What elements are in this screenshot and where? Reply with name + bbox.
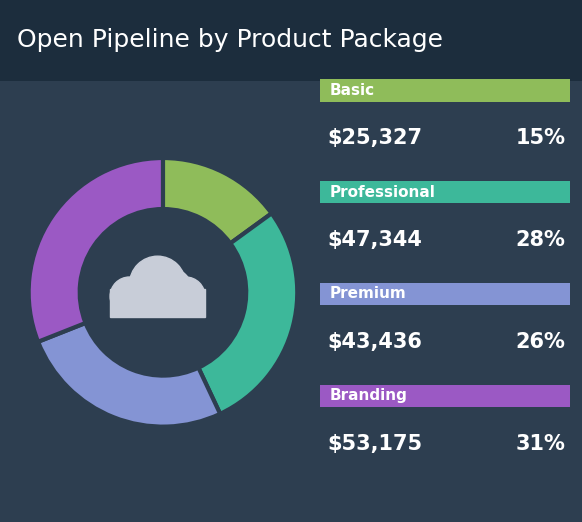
Text: 26%: 26%	[515, 332, 565, 352]
Wedge shape	[163, 158, 272, 243]
Circle shape	[80, 209, 246, 376]
Wedge shape	[38, 323, 220, 426]
Text: $47,344: $47,344	[328, 230, 423, 250]
FancyBboxPatch shape	[320, 283, 570, 305]
Bar	[110, 289, 205, 317]
FancyBboxPatch shape	[320, 181, 570, 204]
Text: $25,327: $25,327	[328, 128, 423, 148]
FancyBboxPatch shape	[320, 385, 570, 407]
Wedge shape	[198, 213, 297, 414]
Text: Professional: Professional	[330, 185, 436, 200]
Text: Basic: Basic	[330, 83, 375, 98]
Text: $43,436: $43,436	[328, 332, 423, 352]
Circle shape	[110, 277, 149, 316]
FancyBboxPatch shape	[320, 79, 570, 102]
Circle shape	[125, 272, 165, 313]
Text: $53,175: $53,175	[328, 434, 423, 454]
Wedge shape	[29, 158, 163, 342]
Text: Premium: Premium	[330, 287, 407, 302]
Circle shape	[166, 277, 205, 316]
Circle shape	[149, 268, 192, 311]
Circle shape	[130, 256, 186, 312]
Text: Branding: Branding	[330, 388, 408, 404]
FancyBboxPatch shape	[0, 0, 582, 81]
Text: Open Pipeline by Product Package: Open Pipeline by Product Package	[17, 29, 443, 52]
Text: 28%: 28%	[515, 230, 565, 250]
Text: 31%: 31%	[515, 434, 565, 454]
Text: 15%: 15%	[515, 128, 565, 148]
